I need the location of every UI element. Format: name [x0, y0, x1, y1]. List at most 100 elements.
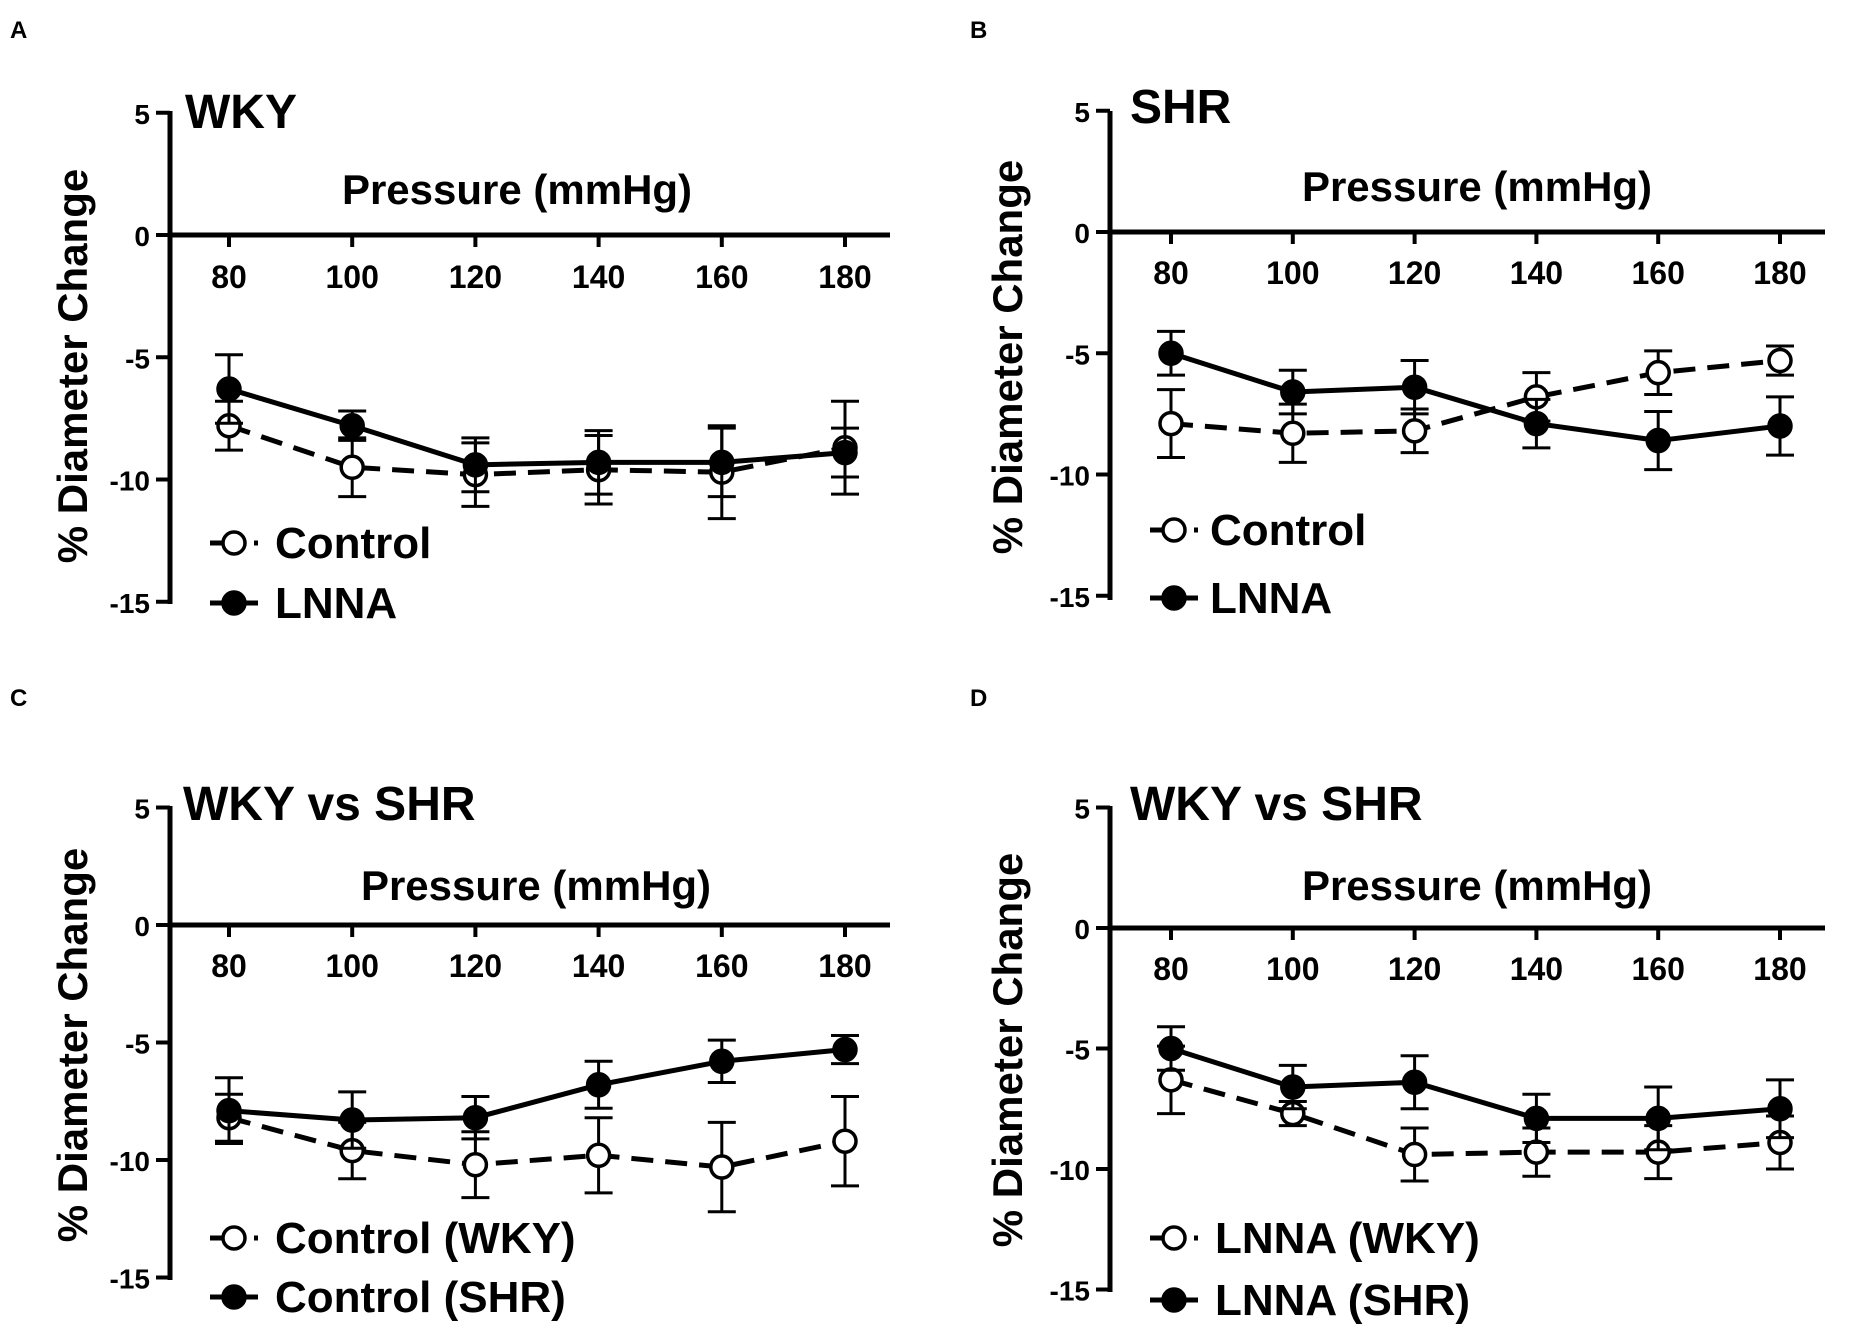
- data-point: [585, 449, 612, 476]
- data-point: [1645, 427, 1671, 454]
- y-tick-label: -5: [1065, 1035, 1090, 1066]
- y-tick-label: 5: [1074, 97, 1090, 128]
- series-solid-filled: [1157, 1025, 1794, 1152]
- series-line: [228, 1115, 846, 1170]
- x-tick-label: 140: [572, 259, 625, 295]
- data-point: [585, 1072, 612, 1098]
- series-solid-filled: [1157, 329, 1794, 472]
- y-tick-label: -5: [125, 1029, 150, 1060]
- data-point: [709, 1048, 735, 1075]
- legend-label-control-shr: Control (SHR): [275, 1273, 566, 1322]
- series-dashed-open: [1157, 344, 1794, 464]
- y-tick-label: -5: [125, 343, 150, 374]
- y-tick-label: -15: [110, 1264, 150, 1295]
- data-point: [1158, 340, 1184, 366]
- legend-label-lnna: LNNA: [275, 579, 397, 628]
- legend-marker: [1161, 1287, 1187, 1313]
- plot-area: 5 0 -5 -10 -15 80 100 120 140 160 180: [1050, 794, 1825, 1307]
- x-tick-label: 120: [449, 259, 502, 295]
- legend: Control LNNA: [210, 519, 431, 628]
- panel-c: C WKY vs SHR Pressure (mmHg) % Diameter …: [10, 685, 890, 1322]
- y-tick-label: -10: [1050, 1155, 1090, 1186]
- x-tick-label: 180: [818, 948, 871, 984]
- data-point: [1767, 347, 1793, 374]
- x-tick-label: 80: [1153, 255, 1189, 291]
- legend: LNNA (WKY) LNNA (SHR): [1150, 1214, 1480, 1325]
- y-axis-label: % Diameter Change: [49, 169, 96, 563]
- legend-marker: [221, 1284, 247, 1310]
- data-point: [709, 449, 735, 476]
- panel-a: A WKY Pressure (mmHg) % Diameter Change …: [10, 17, 890, 628]
- legend: Control LNNA: [1150, 506, 1366, 623]
- data-point: [1401, 418, 1428, 444]
- x-axis-label: Pressure (mmHg): [342, 166, 692, 213]
- x-tick-label: 100: [1266, 255, 1319, 291]
- data-point: [462, 1104, 489, 1131]
- x-tick-label: 100: [326, 259, 379, 295]
- y-tick-label: 5: [134, 794, 150, 825]
- series-line: [1170, 1077, 1781, 1158]
- y-tick-label: -5: [1065, 339, 1090, 370]
- x-axis-label: Pressure (mmHg): [1302, 862, 1652, 909]
- x-tick-label: 120: [1388, 951, 1441, 987]
- data-point: [1645, 359, 1671, 386]
- series-line: [228, 1047, 846, 1123]
- data-point: [216, 1097, 242, 1124]
- x-tick-label: 160: [1632, 255, 1685, 291]
- y-tick-label: -10: [1050, 461, 1090, 492]
- legend-marker: [1161, 585, 1187, 611]
- y-tick-label: 0: [1074, 914, 1090, 945]
- series-line: [1170, 358, 1781, 436]
- x-tick-label: 160: [1632, 951, 1685, 987]
- data-point: [462, 452, 489, 478]
- plot-area: 5 0 -5 -10 -15 80 100 120 140 160 180: [1050, 97, 1825, 613]
- x-tick-label: 100: [1266, 951, 1319, 987]
- x-tick-label: 80: [211, 259, 247, 295]
- legend-label-control-wky: Control (WKY): [275, 1214, 576, 1263]
- legend-label-lnna: LNNA: [1210, 574, 1332, 623]
- x-tick-label: 140: [1510, 951, 1563, 987]
- chart-title: SHR: [1130, 81, 1231, 134]
- series-solid-filled: [215, 353, 859, 499]
- y-axis-label: % Diameter Change: [984, 160, 1031, 554]
- x-tick-label: 180: [818, 259, 871, 295]
- legend-label-lnna-wky: LNNA (WKY): [1215, 1214, 1480, 1263]
- x-tick-label: 180: [1753, 951, 1806, 987]
- series-line: [228, 386, 846, 468]
- data-point: [709, 1154, 735, 1180]
- data-point: [1767, 413, 1793, 439]
- y-tick-label: 5: [134, 99, 150, 130]
- legend-marker: [1161, 1225, 1187, 1251]
- chart-title: WKY vs SHR: [183, 778, 476, 831]
- panel-b: B SHR Pressure (mmHg) % Diameter Change …: [970, 17, 1825, 623]
- data-point: [1523, 410, 1550, 437]
- y-tick-label: 0: [1074, 218, 1090, 249]
- data-point: [1401, 1141, 1428, 1168]
- data-point: [339, 412, 365, 439]
- data-point: [585, 1142, 612, 1169]
- y-tick-label: -10: [110, 1146, 150, 1177]
- x-tick-label: 80: [211, 948, 247, 984]
- x-tick-label: 120: [449, 948, 502, 984]
- y-axis-label: % Diameter Change: [984, 853, 1031, 1247]
- data-point: [1158, 410, 1184, 437]
- panel-label: C: [10, 685, 27, 712]
- x-tick-label: 140: [1510, 255, 1563, 291]
- data-point: [832, 1036, 858, 1063]
- legend-label-control: Control: [275, 519, 431, 568]
- x-tick-label: 120: [1388, 255, 1441, 291]
- data-point: [1280, 379, 1306, 405]
- data-point: [1280, 1074, 1306, 1100]
- y-tick-label: 5: [1074, 794, 1090, 825]
- data-point: [339, 1107, 365, 1133]
- x-tick-label: 180: [1753, 255, 1806, 291]
- legend-label-lnna-shr: LNNA (SHR): [1215, 1276, 1470, 1325]
- legend-marker: [1161, 517, 1187, 543]
- data-point: [1645, 1105, 1671, 1132]
- y-tick-label: 0: [134, 221, 150, 252]
- x-axis-label: Pressure (mmHg): [1302, 163, 1652, 210]
- data-point: [1280, 420, 1306, 447]
- panel-label: A: [10, 17, 27, 44]
- x-tick-label: 140: [572, 948, 625, 984]
